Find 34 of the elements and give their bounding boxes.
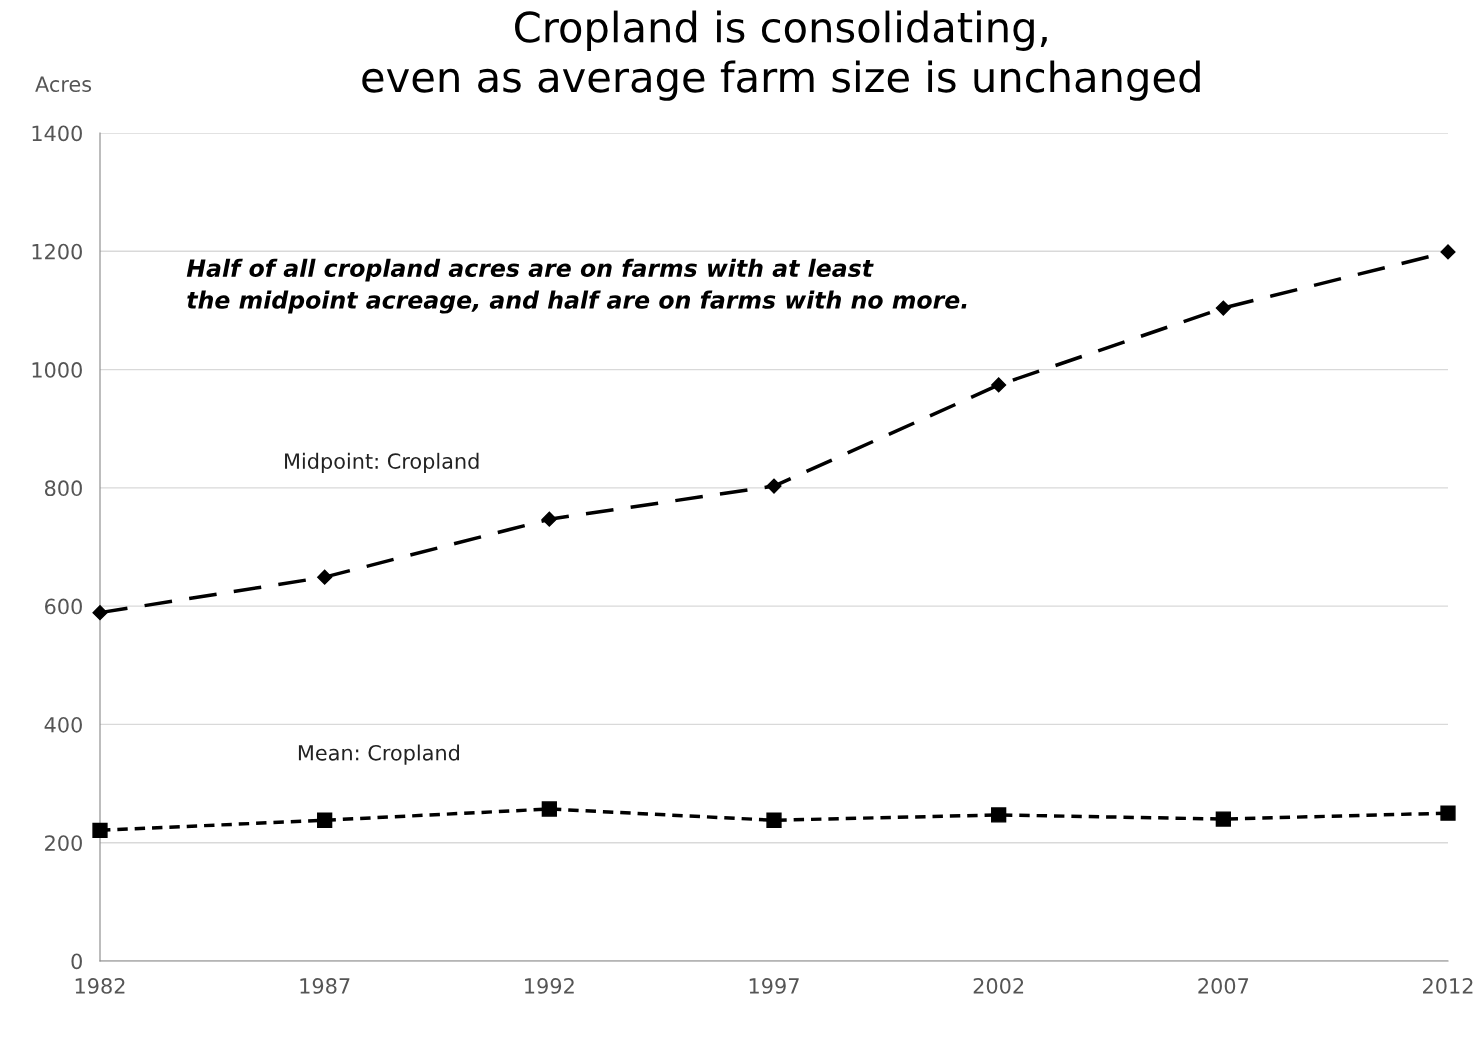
point xyxy=(991,807,1007,823)
point xyxy=(541,801,557,817)
point xyxy=(317,569,333,585)
annotation: Half of all cropland acres are on farms with at least the midpoint acreage, and half are on farms with no more. xyxy=(186,258,967,314)
point xyxy=(766,812,782,828)
x-tick-label: 2012 xyxy=(1423,978,1473,994)
y-tick-label: 600 xyxy=(45,598,82,615)
y-axis-title: Acres xyxy=(35,76,92,93)
y-tick-label: 200 xyxy=(45,835,82,851)
point xyxy=(317,812,333,828)
point xyxy=(541,511,557,527)
y-tick-label: 1200 xyxy=(32,243,82,260)
point xyxy=(991,377,1007,393)
y-tick-label: 1400 xyxy=(32,125,82,142)
chart-title: Cropland is consolidating, even as average farm size is unchanged xyxy=(362,10,1200,101)
point xyxy=(766,478,782,494)
x-tick-label: 1997 xyxy=(749,978,799,994)
y-tick-label: 1000 xyxy=(32,362,82,378)
y-tick-label: 800 xyxy=(44,480,82,497)
point xyxy=(1440,805,1456,821)
text: Midpoint: Cropland xyxy=(285,452,479,473)
text: Mean: Cropland xyxy=(298,744,459,765)
x-tick-label: 1992 xyxy=(525,978,574,994)
point xyxy=(92,822,108,838)
y-tick-label: 0 xyxy=(71,953,82,970)
point xyxy=(1215,811,1231,827)
x-tick-label: 2002 xyxy=(973,978,1024,994)
x-tick-label: 2007 xyxy=(1198,978,1249,994)
x-tick-label: 1982 xyxy=(75,978,125,994)
point xyxy=(1215,300,1231,316)
x-tick-label: 1987 xyxy=(300,978,350,994)
y-tick-label: 400 xyxy=(44,716,82,733)
point xyxy=(1440,244,1456,260)
point xyxy=(92,605,108,621)
